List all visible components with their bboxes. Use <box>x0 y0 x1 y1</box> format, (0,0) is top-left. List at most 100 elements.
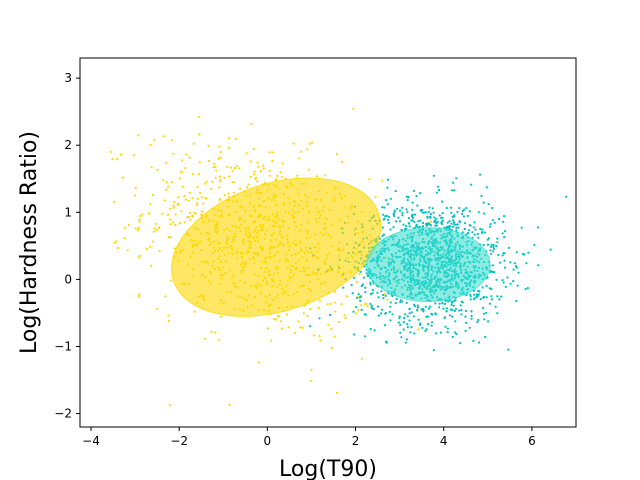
data-point <box>464 309 467 313</box>
data-point <box>417 328 420 331</box>
data-point <box>194 212 197 215</box>
data-point <box>404 341 407 344</box>
data-point <box>342 286 345 289</box>
data-point <box>233 166 236 170</box>
data-point <box>355 312 358 315</box>
data-point <box>184 198 187 201</box>
data-point <box>503 259 506 262</box>
data-point <box>517 271 520 274</box>
data-point <box>395 297 398 301</box>
data-point <box>364 290 367 294</box>
data-point <box>468 326 471 329</box>
data-point <box>193 310 196 313</box>
data-point <box>382 293 385 297</box>
data-point <box>407 222 410 225</box>
data-point <box>445 310 448 313</box>
data-point <box>124 226 127 229</box>
data-point <box>333 290 336 293</box>
data-point <box>249 160 253 163</box>
data-point <box>492 250 495 253</box>
data-point <box>302 312 305 315</box>
data-point <box>440 221 443 224</box>
data-point <box>419 322 422 325</box>
data-point <box>357 308 360 311</box>
data-point <box>426 222 429 225</box>
data-point <box>353 333 356 336</box>
data-point <box>311 141 314 144</box>
data-point <box>466 232 469 235</box>
data-point <box>292 142 295 145</box>
data-point <box>435 191 438 194</box>
data-point <box>306 148 309 151</box>
data-point <box>371 292 374 295</box>
data-point <box>227 192 230 195</box>
data-point <box>401 206 404 209</box>
data-point <box>214 176 217 179</box>
data-point <box>250 122 253 125</box>
data-point <box>381 179 384 182</box>
data-point <box>172 204 175 207</box>
data-point <box>465 207 468 210</box>
data-point <box>431 207 434 210</box>
data-point <box>419 219 422 222</box>
data-point <box>380 308 384 311</box>
data-point <box>469 298 472 301</box>
data-point <box>120 153 123 156</box>
data-point <box>401 214 404 217</box>
data-point <box>386 203 389 206</box>
data-point <box>361 283 364 286</box>
data-point <box>256 180 259 183</box>
data-point <box>212 162 215 165</box>
data-point <box>427 210 431 213</box>
data-point <box>136 229 139 232</box>
data-point <box>417 318 420 321</box>
data-point <box>439 331 442 334</box>
data-point <box>488 302 491 305</box>
data-point <box>419 209 422 212</box>
data-point <box>461 231 464 234</box>
data-point <box>191 197 194 200</box>
data-point <box>464 329 467 332</box>
data-point <box>123 237 126 240</box>
data-point <box>186 216 189 219</box>
data-point <box>466 214 469 218</box>
data-point <box>414 213 417 216</box>
data-point <box>452 181 455 184</box>
data-point <box>387 221 390 224</box>
data-point <box>219 156 222 159</box>
data-point <box>174 213 177 216</box>
data-point <box>152 240 155 243</box>
data-point <box>271 151 274 154</box>
data-point <box>458 207 461 210</box>
data-point <box>169 207 172 210</box>
x-tick-label: −4 <box>82 434 100 448</box>
data-point <box>370 304 373 307</box>
data-point <box>364 286 367 289</box>
data-point <box>415 223 418 226</box>
data-point <box>310 379 313 382</box>
data-point <box>491 206 494 210</box>
data-point <box>501 232 504 235</box>
data-point <box>484 335 487 339</box>
data-point <box>478 341 481 344</box>
data-point <box>524 288 527 291</box>
data-point <box>482 201 485 204</box>
data-point <box>382 297 385 300</box>
data-point <box>169 218 172 221</box>
data-point <box>343 314 346 317</box>
data-point <box>485 186 488 189</box>
y-tick-label: 0 <box>64 272 72 286</box>
data-point <box>139 214 142 218</box>
data-point <box>483 212 486 215</box>
data-point <box>280 175 283 178</box>
data-point <box>386 298 389 301</box>
data-point <box>145 247 148 250</box>
data-point <box>150 166 153 169</box>
data-point <box>397 321 400 324</box>
data-point <box>477 289 480 293</box>
data-point <box>490 252 493 255</box>
data-point <box>351 292 354 295</box>
data-point <box>470 183 473 186</box>
data-point <box>414 305 417 308</box>
data-point <box>479 298 482 301</box>
